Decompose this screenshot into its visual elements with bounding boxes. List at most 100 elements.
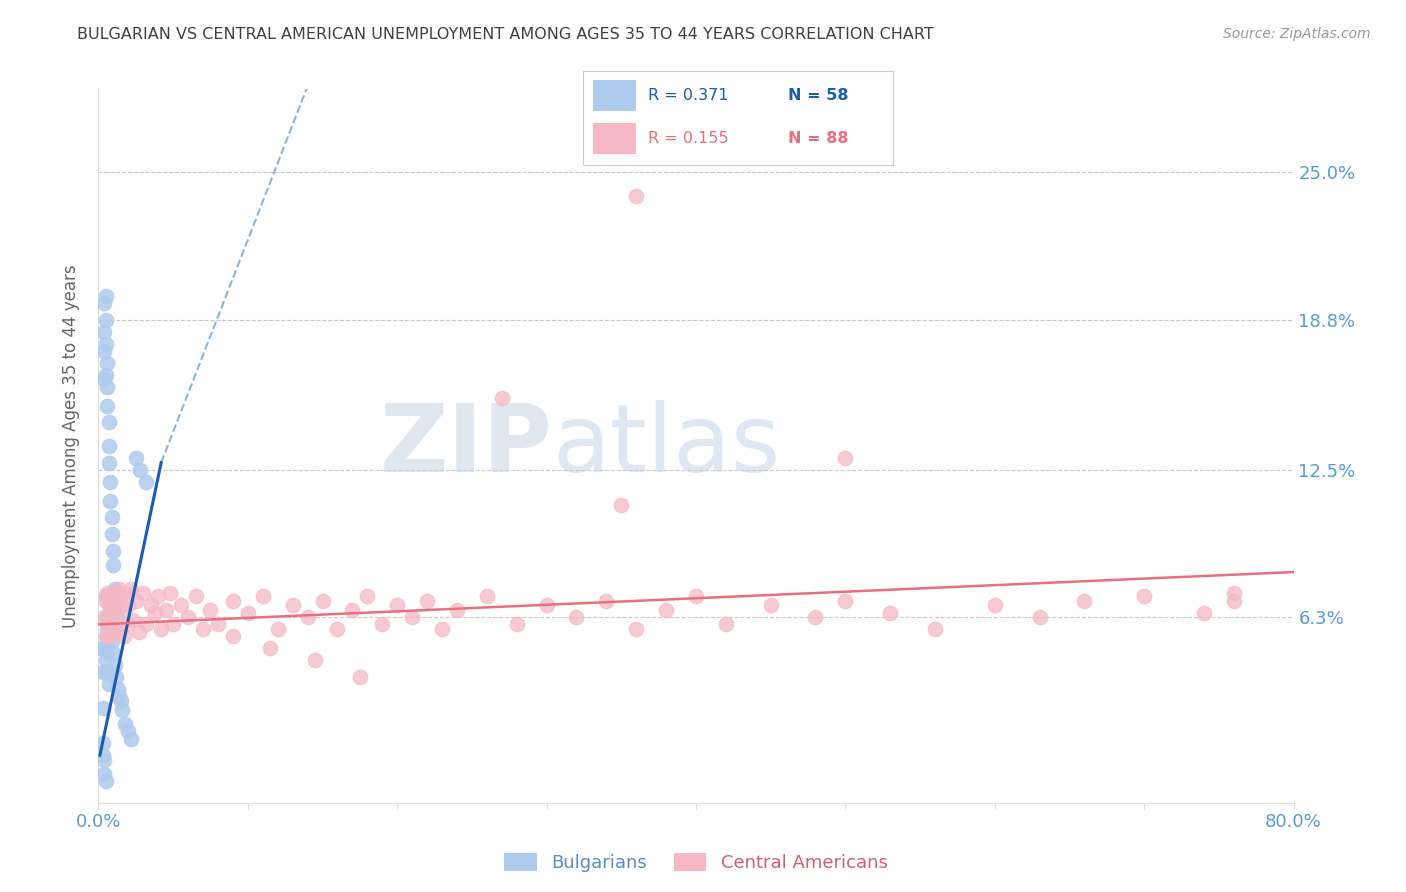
Point [104,582,127,596]
Point [97,415,120,429]
Point [114,586,136,600]
Point [222,593,245,607]
Point [626,189,648,203]
Point [94,368,117,382]
Point [207,617,229,632]
Point [326,622,349,636]
Point [879,606,901,620]
Point [200,603,222,617]
Point [101,527,124,541]
Point [93,753,115,767]
Point [191,622,214,636]
Point [104,657,127,672]
Point [94,641,117,656]
Point [110,589,132,603]
Point [135,617,157,632]
Point [536,599,558,613]
Point [94,589,117,603]
Point [120,582,142,596]
Text: N = 58: N = 58 [787,87,848,103]
Point [112,629,135,643]
Point [349,670,371,684]
Point [135,475,157,489]
Text: N = 88: N = 88 [787,131,848,145]
Point [91,736,114,750]
Point [96,617,118,632]
Point [108,582,131,596]
Point [97,439,120,453]
Point [236,606,259,620]
Point [714,617,737,632]
Point [96,586,118,600]
Point [924,622,946,636]
Point [117,599,139,613]
Point [162,617,184,632]
Point [91,700,114,714]
Point [94,593,117,607]
Point [297,610,319,624]
Point [91,748,114,763]
Y-axis label: Unemployment Among Ages 35 to 44 years: Unemployment Among Ages 35 to 44 years [62,264,80,628]
Point [105,606,128,620]
Point [252,589,274,603]
Point [565,610,588,624]
Point [96,665,118,679]
Bar [593,123,636,153]
Point [655,603,678,617]
Point [101,606,124,620]
Point [148,589,170,603]
Point [107,681,129,696]
Point [759,599,782,613]
Point [281,599,304,613]
Bar [593,79,636,111]
Point [125,450,148,465]
Point [103,586,125,600]
Point [107,596,129,610]
Point [98,493,122,508]
Point [685,589,707,603]
Point [984,599,1007,613]
Point [98,622,122,636]
Point [110,610,132,624]
Point [105,624,128,639]
Point [120,731,142,746]
Point [491,392,513,406]
Point [834,593,856,607]
Point [155,603,177,617]
Point [115,617,138,632]
Point [103,543,125,558]
Point [1028,610,1050,624]
Point [143,606,166,620]
Point [96,356,118,370]
Point [1192,606,1215,620]
Point [430,622,453,636]
Point [834,450,856,465]
Point [114,717,136,731]
Point [96,399,118,413]
Text: R = 0.155: R = 0.155 [648,131,730,145]
Point [111,599,134,613]
Point [177,610,200,624]
Point [416,593,439,607]
Point [101,510,124,524]
Point [159,586,181,600]
Point [96,379,118,393]
Text: ZIP: ZIP [380,400,553,492]
Point [446,603,468,617]
Point [117,724,139,739]
Point [96,646,118,660]
Point [475,589,498,603]
Point [97,599,120,613]
Point [129,463,152,477]
Point [93,296,115,310]
Point [105,589,128,603]
Point [98,617,122,632]
Point [311,593,333,607]
Point [184,589,207,603]
Point [94,313,117,327]
Point [139,599,162,613]
Point [91,665,114,679]
Point [93,372,115,386]
Point [1073,593,1095,607]
Point [132,586,155,600]
